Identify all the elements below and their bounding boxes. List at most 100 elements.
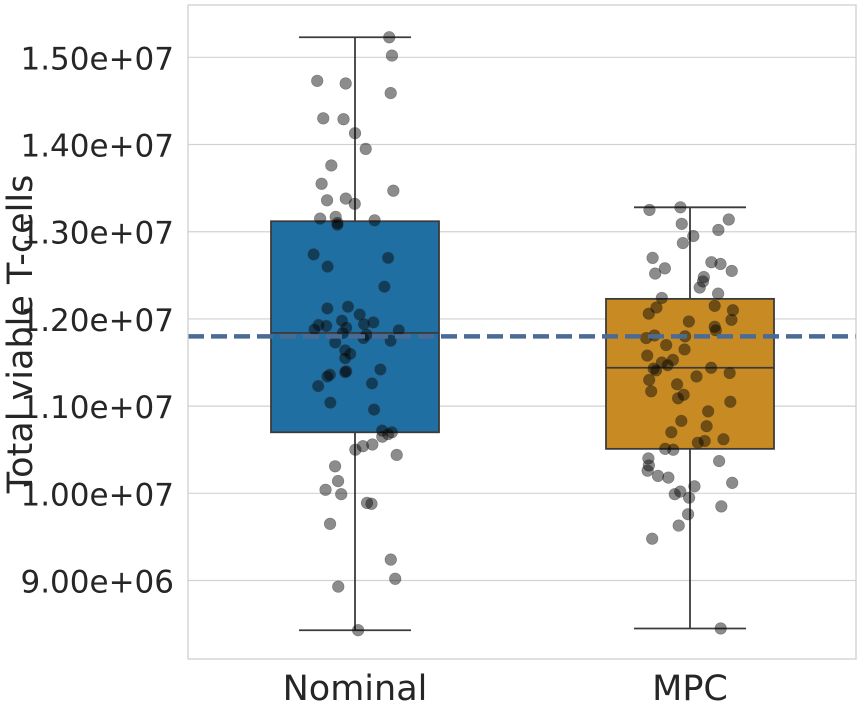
data-point <box>321 260 334 273</box>
data-point <box>348 197 361 210</box>
data-point <box>649 267 662 280</box>
data-point <box>705 256 718 269</box>
data-point <box>339 77 352 90</box>
data-point <box>340 365 353 378</box>
data-point <box>641 464 654 477</box>
data-point <box>697 270 710 284</box>
box-body <box>605 297 775 450</box>
data-point <box>725 264 738 278</box>
data-point <box>339 352 352 365</box>
data-point <box>714 622 727 635</box>
data-point <box>317 112 330 125</box>
data-point <box>378 280 391 293</box>
data-point <box>702 405 715 418</box>
data-point <box>344 347 357 360</box>
data-point <box>690 370 703 383</box>
data-point <box>390 448 403 462</box>
y-tick-label: 1.50e+07 <box>20 41 174 77</box>
data-point <box>658 262 671 275</box>
data-point <box>385 49 399 62</box>
data-point <box>383 31 396 44</box>
data-point <box>691 436 704 449</box>
data-point <box>655 291 668 305</box>
data-point <box>643 373 656 387</box>
data-point <box>643 203 656 217</box>
data-point <box>675 217 688 230</box>
data-point <box>366 438 379 451</box>
box-nominal <box>270 36 440 632</box>
y-tick-label: 1.30e+07 <box>20 216 174 252</box>
data-point <box>374 363 387 376</box>
data-point <box>360 496 374 510</box>
data-point <box>649 364 663 377</box>
data-point <box>307 248 320 261</box>
plot-frame <box>187 4 857 660</box>
data-point <box>651 469 665 482</box>
data-point <box>335 314 349 327</box>
data-point <box>645 385 658 398</box>
data-point <box>709 324 722 337</box>
data-point <box>323 517 337 530</box>
data-point <box>335 488 348 501</box>
data-point <box>647 362 660 375</box>
data-point <box>678 343 691 356</box>
data-point <box>368 214 381 227</box>
data-point <box>319 483 332 496</box>
y-axis-label: Total viable T-cells <box>1 175 41 495</box>
data-point <box>642 459 655 472</box>
data-point <box>332 580 345 593</box>
data-point <box>312 379 325 393</box>
data-point <box>682 315 695 328</box>
data-point <box>365 377 379 390</box>
data-point <box>389 572 402 585</box>
data-point <box>688 480 701 493</box>
data-point <box>348 127 362 140</box>
data-point <box>675 414 688 428</box>
data-point <box>367 403 381 416</box>
data-point <box>382 427 395 441</box>
data-point <box>328 460 342 473</box>
data-point <box>324 396 337 409</box>
data-point <box>725 313 738 326</box>
data-point <box>674 201 687 214</box>
x-tick-labels: Nominal MPC <box>283 669 728 709</box>
data-point <box>665 426 678 439</box>
data-point <box>384 86 397 100</box>
data-point <box>723 366 736 380</box>
data-point <box>331 475 345 488</box>
data-point <box>712 287 725 300</box>
boxes <box>270 36 775 632</box>
data-point <box>387 184 400 197</box>
data-point <box>661 359 674 372</box>
data-point <box>321 302 334 315</box>
data-point <box>722 213 735 226</box>
data-point <box>683 491 696 504</box>
data-point <box>708 299 721 312</box>
y-tick-labels: 9.00e+06 1.00e+07 1.10e+07 1.20e+07 1.30e+07… <box>20 41 174 600</box>
data-point <box>321 370 334 383</box>
data-point <box>325 159 338 172</box>
data-point <box>384 553 397 566</box>
data-point <box>646 532 659 545</box>
data-point <box>671 392 685 405</box>
data-point <box>676 236 689 250</box>
y-tick-label: 1.40e+07 <box>20 129 174 165</box>
data-point <box>642 307 655 320</box>
data-point <box>726 476 739 489</box>
data-point <box>382 251 395 264</box>
data-point <box>668 488 681 501</box>
data-point <box>646 251 659 264</box>
y-tick-label: 9.00e+06 <box>20 565 174 601</box>
data-point <box>662 471 675 484</box>
data-point <box>376 430 389 443</box>
data-point <box>672 519 685 532</box>
data-point <box>667 443 680 456</box>
data-point <box>314 212 327 225</box>
data-point <box>323 368 336 381</box>
data-point <box>365 497 378 510</box>
data-point <box>376 424 389 437</box>
data-point <box>320 319 333 332</box>
data-point <box>641 349 654 362</box>
